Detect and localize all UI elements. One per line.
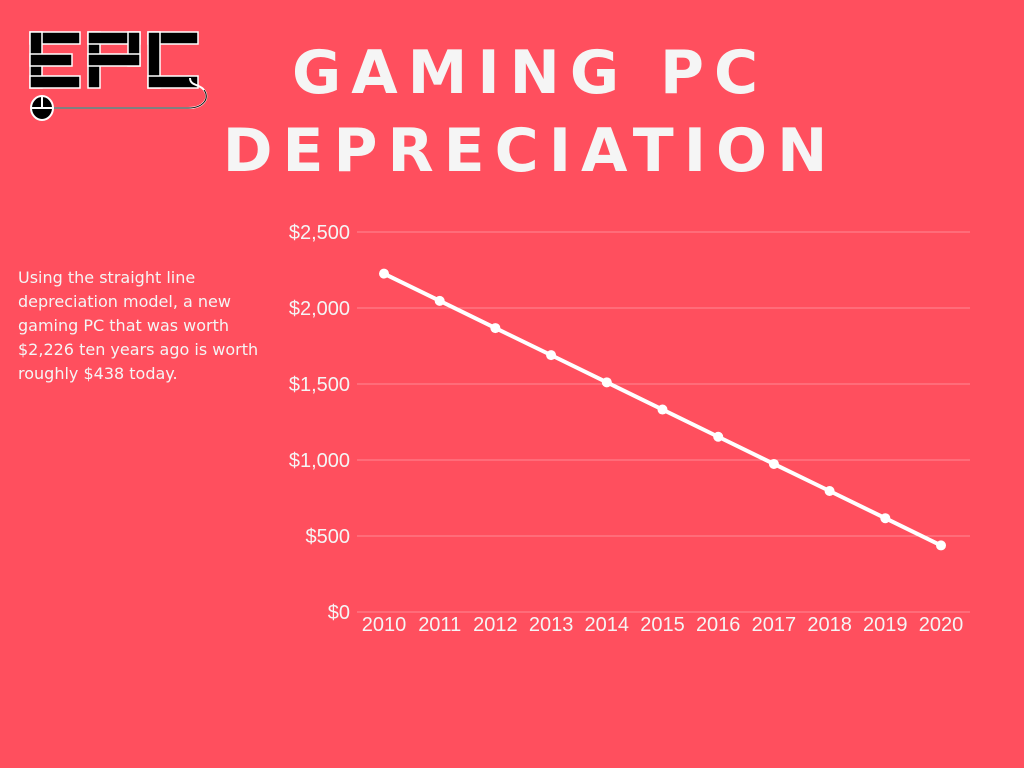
description-text: Using the straight line depreciation mod…	[18, 268, 259, 383]
chart-x-ticks: 2010 2011 2012 2013 2014 2015 2016 2017 2018 2019…	[362, 614, 964, 636]
chart-series	[379, 268, 946, 551]
x-tick-label: 2013	[529, 614, 574, 636]
x-tick-label: 2010	[362, 614, 407, 636]
x-tick-label: 2018	[807, 614, 852, 636]
data-point-2011	[434, 295, 445, 306]
y-tick-label: $1,000	[289, 450, 350, 472]
y-tick-label: $500	[306, 526, 351, 548]
data-point-2019	[880, 513, 891, 524]
computer-mouse-icon	[30, 95, 54, 121]
data-point-2020	[936, 540, 946, 551]
y-tick-label: $2,000	[289, 298, 350, 320]
x-tick-label: 2016	[696, 614, 741, 636]
data-point-2014	[601, 377, 612, 388]
logo-letter-e	[29, 31, 81, 89]
x-tick-label: 2017	[752, 614, 797, 636]
data-point-2017	[768, 458, 779, 469]
chart-y-ticks: $0 $500 $1,000 $1,500 $2,000 $2,500	[289, 222, 350, 624]
x-tick-label: 2015	[640, 614, 685, 636]
title-line-2: DEPRECIATION	[222, 116, 838, 186]
logo-letter-p	[87, 31, 141, 89]
chart-grid	[357, 231, 970, 613]
title-line-1: GAMING PC	[291, 38, 769, 108]
x-tick-label: 2019	[863, 614, 908, 636]
x-tick-label: 2020	[919, 614, 964, 636]
epc-logo	[29, 31, 208, 121]
data-point-2012	[490, 323, 501, 334]
data-point-2016	[713, 431, 724, 442]
page-title: GAMING PC DEPRECIATION	[150, 34, 910, 190]
y-tick-label: $1,500	[289, 374, 350, 396]
data-point-2015	[657, 404, 668, 415]
x-tick-label: 2012	[473, 614, 518, 636]
x-tick-label: 2014	[585, 614, 630, 636]
y-tick-label: $0	[328, 602, 350, 624]
y-tick-label: $2,500	[289, 222, 350, 244]
data-point-2010	[379, 268, 389, 279]
x-tick-label: 2011	[418, 614, 461, 636]
data-point-2018	[824, 486, 835, 497]
logo-letter-c	[147, 31, 199, 89]
data-point-2013	[546, 350, 557, 361]
